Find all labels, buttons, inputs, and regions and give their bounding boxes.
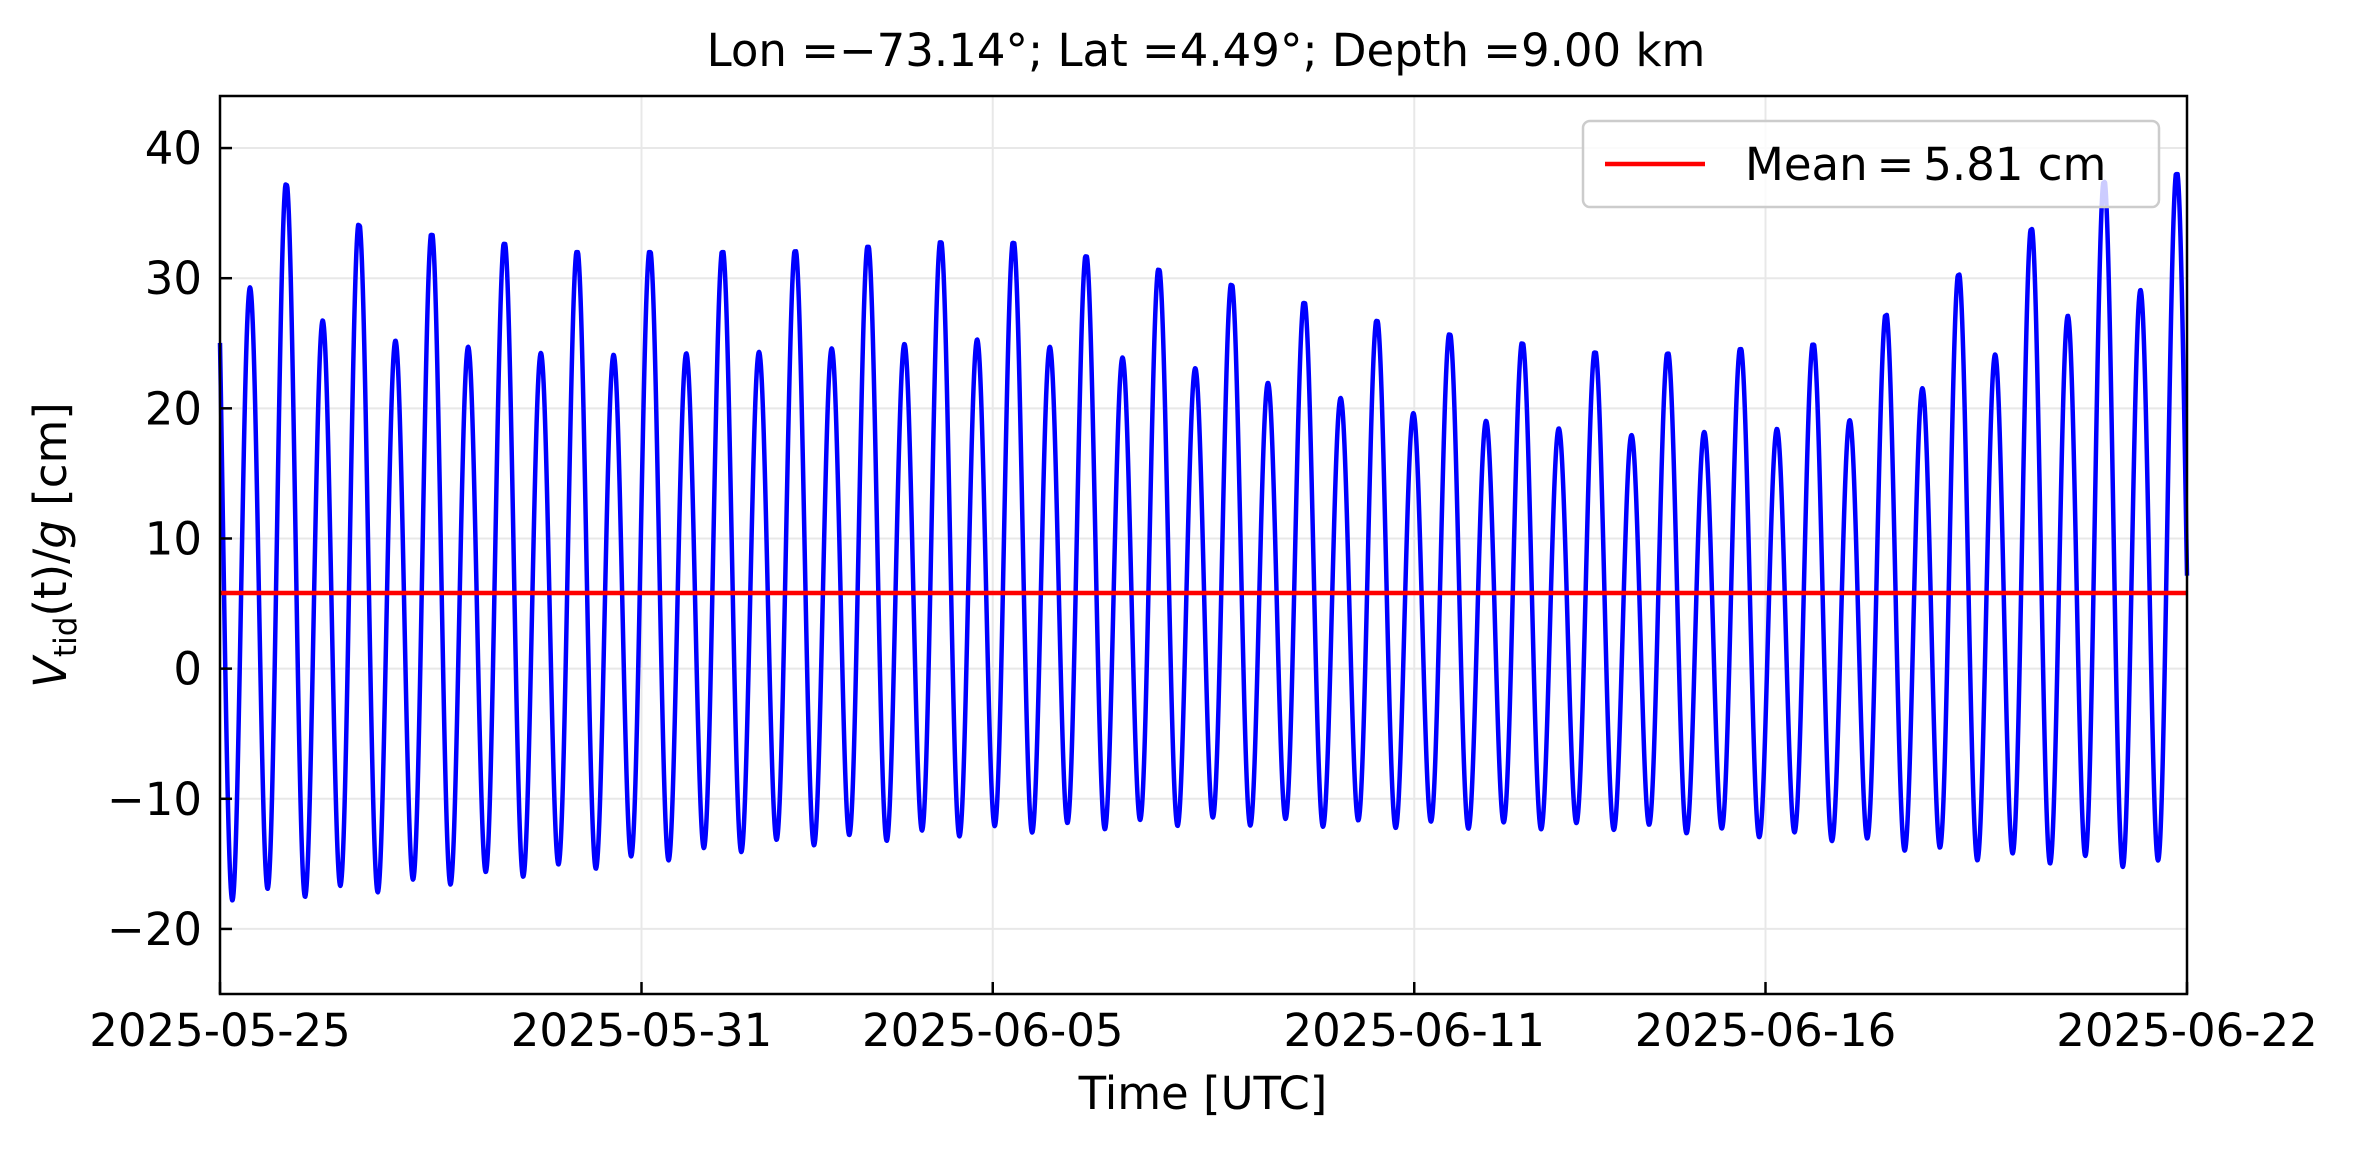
x-tick-label: 2025-06-22 [2056,1004,2318,1057]
plot-area [217,171,2190,903]
legend: Mean = 5.81 cm [1581,119,2161,209]
y-label-unit: [cm] [24,402,77,520]
y-axis-ticks: −20 −10 0 10 20 30 40 [107,122,232,956]
y-tick-label: 0 [173,643,202,696]
y-tick-label: −20 [107,903,202,956]
tidal-series-line [217,171,2190,903]
chart-title: Lon =−73.14°; Lat =4.49°; Depth =9.00 km [707,24,1706,77]
y-label-v: V [24,654,77,688]
x-tick-label: 2025-05-25 [89,1004,351,1057]
legend-mean-label: Mean = 5.81 cm [1745,138,2106,191]
x-tick-label: 2025-05-31 [511,1004,773,1057]
y-label-rest: (t)/ [24,548,77,617]
y-label-g: g [24,520,77,549]
x-tick-label: 2025-06-11 [1283,1004,1545,1057]
legend-box [1581,119,2161,209]
y-tick-label: 10 [145,512,202,565]
x-axis-ticks: 2025-05-25 2025-05-31 2025-06-05 2025-06-11… [89,982,2318,1057]
y-axis-label: Vtid(t)/g [cm] [24,402,84,688]
y-tick-label: 30 [145,252,202,305]
y-tick-label: −10 [107,773,202,826]
y-label-sub: tid [48,617,84,657]
x-tick-label: 2025-06-05 [862,1004,1124,1057]
y-tick-label: 20 [145,382,202,435]
y-tick-label: 40 [145,122,202,175]
x-tick-label: 2025-06-16 [1635,1004,1897,1057]
x-axis-label: Time [UTC] [1078,1067,1328,1120]
plot-frame [218,94,2189,996]
